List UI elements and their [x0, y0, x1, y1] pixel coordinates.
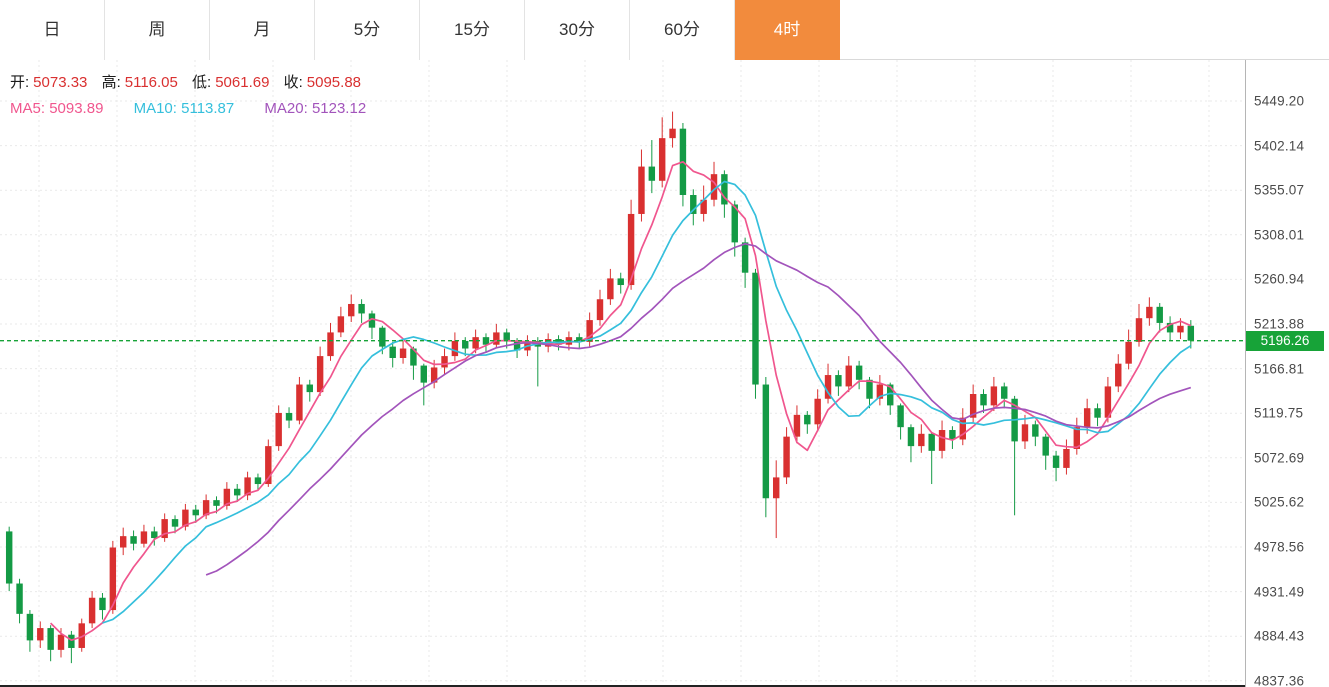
close-label: 收:: [283, 74, 303, 91]
ma5-line: [50, 160, 1192, 642]
y-axis-label: 5166.81: [1254, 361, 1305, 377]
y-axis-label: 5449.20: [1254, 93, 1305, 109]
tab-month[interactable]: 月: [210, 0, 315, 60]
y-axis-label: 5308.01: [1254, 227, 1305, 243]
low-label: 低:: [192, 74, 212, 91]
y-axis-label: 5025.62: [1254, 494, 1305, 510]
tab-30min[interactable]: 30分: [525, 0, 630, 60]
grid: [0, 60, 1245, 687]
ma10-line: [102, 180, 1192, 624]
tab-day[interactable]: 日: [0, 0, 105, 60]
y-axis-label: 5355.07: [1254, 182, 1305, 198]
high-label: 高:: [101, 74, 121, 91]
ma-legend-row: MA5: 5093.89 MA10: 5113.87 MA20: 5123.12: [10, 96, 392, 122]
kline-chart-area: 开: 5073.33 高: 5116.05 低: 5061.69 收: 5095.88 …: [0, 60, 1329, 687]
candles: [5, 111, 1195, 664]
ohlc-legend-row: 开: 5073.33 高: 5116.05 低: 5061.69 收: 5095.88: [10, 70, 392, 96]
y-axis-label: 4837.36: [1254, 673, 1305, 687]
y-axis-label: 5119.75: [1254, 405, 1304, 421]
y-axis-label: 4978.56: [1254, 539, 1305, 555]
tab-5min[interactable]: 5分: [315, 0, 420, 60]
candlestick-chart[interactable]: [0, 60, 1245, 687]
y-axis-label: 5072.69: [1254, 450, 1305, 466]
y-axis-label: 5213.88: [1254, 316, 1305, 332]
tab-15min[interactable]: 15分: [420, 0, 525, 60]
tab-4hour[interactable]: 4时: [735, 0, 840, 60]
ma20-line: [205, 242, 1192, 576]
close-value: 5095.88: [306, 74, 362, 91]
interval-tabbar: 日 周 月 5分 15分 30分 60分 4时: [0, 0, 1329, 60]
high-value: 5116.05: [124, 74, 178, 91]
open-label: 开:: [10, 74, 30, 91]
y-axis-label: 5260.94: [1254, 271, 1305, 287]
open-value: 5073.33: [33, 74, 88, 91]
y-axis-label: 4931.49: [1254, 584, 1305, 600]
tab-60min[interactable]: 60分: [630, 0, 735, 60]
y-axis-label: 4884.43: [1254, 628, 1305, 644]
tab-week[interactable]: 周: [105, 0, 210, 60]
price-axis: 5196.26 5449.20 5402.14 5355.07 5308.01 5260…: [1245, 60, 1329, 687]
y-axis-label: 5402.14: [1254, 138, 1305, 154]
ma5-legend: MA5: 5093.89: [10, 100, 104, 117]
ohlc-ma-legend: 开: 5073.33 高: 5116.05 低: 5061.69 收: 5095.88 …: [10, 70, 392, 122]
ma10-legend: MA10: 5113.87: [133, 100, 235, 117]
low-value: 5061.69: [215, 74, 270, 91]
ma20-legend: MA20: 5123.12: [264, 100, 367, 117]
current-price-badge: 5196.26: [1246, 330, 1324, 351]
